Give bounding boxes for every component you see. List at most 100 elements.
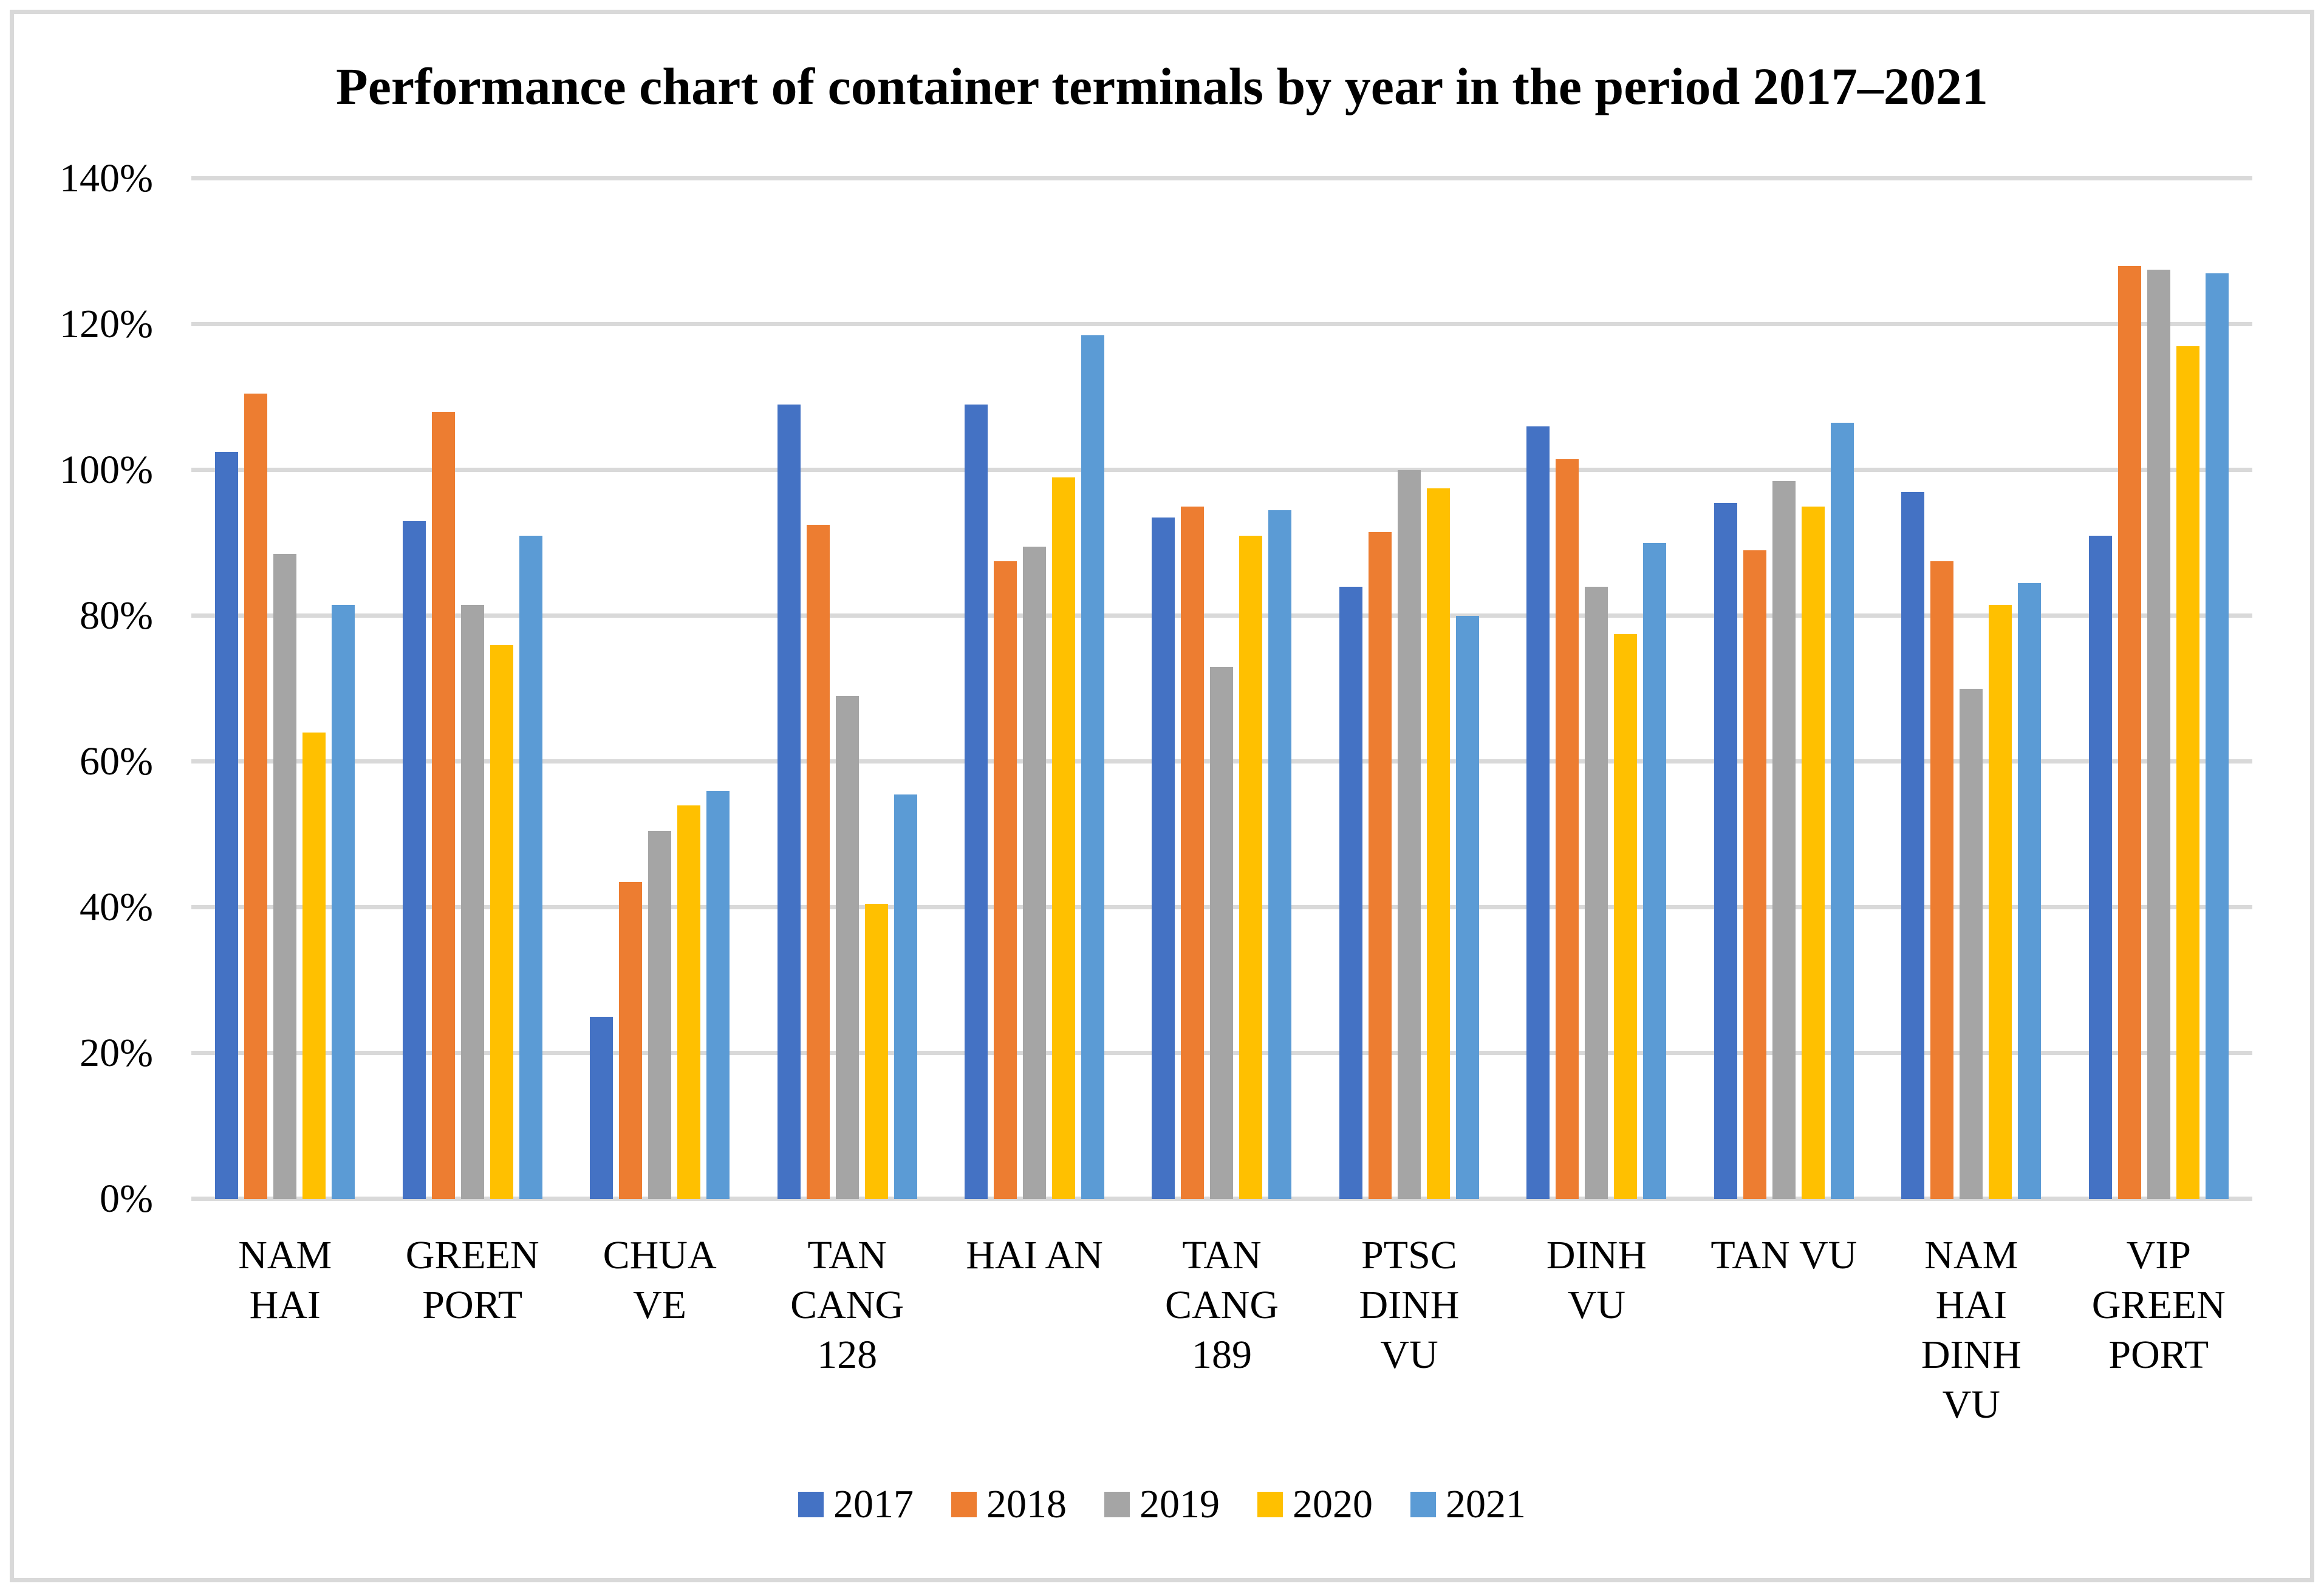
y-tick-label: 80% (80, 593, 153, 638)
bar-2019-tan-cang-128 (835, 696, 859, 1199)
bar-2019-chua-ve (648, 831, 672, 1199)
bar-2021-hai-an (1081, 335, 1105, 1199)
bar-2019-vip-green-port (2147, 270, 2170, 1199)
bar-2021-chua-ve (706, 791, 730, 1199)
bar-2021-tan-vu (1830, 423, 1854, 1199)
bar-2021-ptsc-dinh-vu (1455, 616, 1479, 1199)
x-label-vip-green-port: VIP GREEN PORT (2065, 1231, 2252, 1430)
bar-2021-nam-hai (332, 605, 355, 1199)
gridline-140 (191, 176, 2252, 180)
bar-2019-hai-an (1023, 547, 1047, 1199)
bar-group-ptsc-dinh-vu (1316, 179, 1503, 1199)
bar-2020-vip-green-port (2176, 346, 2199, 1199)
x-label-hai-an: HAI AN (941, 1231, 1128, 1430)
bar-2018-vip-green-port (2117, 266, 2141, 1199)
bar-2018-nam-hai (244, 394, 268, 1199)
legend-item-2017: 2017 (798, 1483, 914, 1526)
x-label-line: VU (1567, 1283, 1626, 1327)
x-label-line: DINH (1546, 1233, 1647, 1277)
bar-2017-ptsc-dinh-vu (1339, 587, 1362, 1199)
legend-item-2019: 2019 (1104, 1483, 1220, 1526)
bar-2020-hai-an (1052, 477, 1076, 1199)
bar-2018-chua-ve (619, 882, 643, 1199)
bar-2017-nam-hai (215, 452, 239, 1199)
bar-group-nam-hai-dinh-vu (1878, 179, 2065, 1199)
bar-group-hai-an (941, 179, 1128, 1199)
x-label-line: HAI (249, 1283, 321, 1327)
bar-2020-nam-hai-dinh-vu (1989, 605, 2012, 1199)
x-label-chua-ve: CHUA VE (566, 1231, 753, 1430)
x-label-nam-hai-dinh-vu: NAM HAI DINH VU (1878, 1231, 2065, 1430)
legend-item-2021: 2021 (1410, 1483, 1526, 1526)
y-tick-label: 60% (80, 739, 153, 784)
x-label-line: NAM (238, 1233, 332, 1277)
y-tick-label: 120% (60, 302, 153, 346)
bar-2018-tan-vu (1743, 550, 1766, 1199)
x-label-line: TAN (1182, 1233, 1262, 1277)
legend-item-2020: 2020 (1257, 1483, 1373, 1526)
bar-2021-tan-cang-189 (1268, 510, 1292, 1199)
x-label-line: TAN (807, 1233, 887, 1277)
bar-group-dinh-vu (1503, 179, 1690, 1199)
x-label-tan-cang-128: TAN CANG 128 (753, 1231, 940, 1430)
bar-2019-tan-cang-189 (1210, 667, 1234, 1199)
x-label-line: 189 (1191, 1333, 1252, 1377)
bar-2018-tan-cang-189 (1181, 507, 1205, 1199)
bar-group-green-port (378, 179, 566, 1199)
legend: 2017 2018 2019 2020 2021 (0, 1483, 2324, 1526)
x-axis-category-labels: NAM HAI GREEN PORT CHUA VE TAN CANG 128 HAI AN TAN… (191, 1231, 2252, 1430)
bar-group-vip-green-port (2065, 179, 2252, 1199)
bar-2017-nam-hai-dinh-vu (1901, 492, 1925, 1199)
y-tick-label: 140% (60, 156, 153, 200)
x-label-line: CANG (1164, 1283, 1279, 1327)
x-label-line: DINH (1359, 1283, 1460, 1327)
x-label-line: HAI AN (966, 1233, 1103, 1277)
bar-2018-green-port (431, 412, 455, 1199)
x-label-nam-hai: NAM HAI (191, 1231, 378, 1430)
legend-item-2018: 2018 (951, 1483, 1067, 1526)
legend-label: 2021 (1446, 1482, 1526, 1526)
gridline-100 (191, 468, 2252, 472)
x-label-line: DINH (1921, 1333, 2022, 1377)
legend-swatch-icon (798, 1492, 824, 1517)
bar-2019-nam-hai-dinh-vu (1960, 689, 1983, 1199)
legend-swatch-icon (951, 1492, 977, 1517)
bar-2020-tan-vu (1801, 507, 1825, 1199)
y-tick-label: 0% (100, 1177, 153, 1221)
legend-swatch-icon (1410, 1492, 1436, 1517)
bar-2021-green-port (519, 536, 542, 1199)
bar-2018-hai-an (994, 561, 1017, 1199)
bar-group-chua-ve (566, 179, 753, 1199)
bar-2019-green-port (460, 605, 484, 1199)
bar-group-tan-cang-128 (753, 179, 940, 1199)
x-label-line: 128 (817, 1333, 878, 1377)
legend-label: 2020 (1293, 1482, 1373, 1526)
bar-2018-nam-hai-dinh-vu (1930, 561, 1954, 1199)
legend-swatch-icon (1257, 1492, 1283, 1517)
x-label-tan-cang-189: TAN CANG 189 (1128, 1231, 1315, 1430)
bar-2019-nam-hai (273, 554, 297, 1199)
chart-title: Performance chart of container terminals… (336, 57, 1988, 115)
bar-2021-dinh-vu (1643, 543, 1667, 1199)
bar-2020-tan-cang-128 (864, 904, 888, 1199)
bar-2020-ptsc-dinh-vu (1426, 488, 1450, 1199)
legend-label: 2017 (833, 1482, 914, 1526)
gridline-80 (191, 613, 2252, 618)
bar-2021-vip-green-port (2205, 273, 2229, 1199)
bar-2018-ptsc-dinh-vu (1368, 532, 1392, 1199)
x-label-line: PORT (422, 1283, 523, 1327)
y-tick-label: 100% (60, 448, 153, 492)
bar-2020-chua-ve (677, 805, 701, 1199)
y-tick-label: 20% (80, 1031, 153, 1075)
x-label-line: CHUA (603, 1233, 717, 1277)
x-label-line: GREEN (405, 1233, 539, 1277)
bar-2020-dinh-vu (1614, 634, 1638, 1199)
x-label-line: PORT (2108, 1333, 2209, 1377)
bar-2019-tan-vu (1772, 481, 1796, 1199)
bar-2021-tan-cang-128 (894, 794, 917, 1199)
bar-2017-hai-an (965, 405, 988, 1199)
bar-2020-tan-cang-189 (1239, 536, 1263, 1199)
x-label-line: VIP (2126, 1233, 2191, 1277)
bar-2018-dinh-vu (1556, 459, 1579, 1199)
x-label-line: VU (1942, 1382, 2000, 1427)
